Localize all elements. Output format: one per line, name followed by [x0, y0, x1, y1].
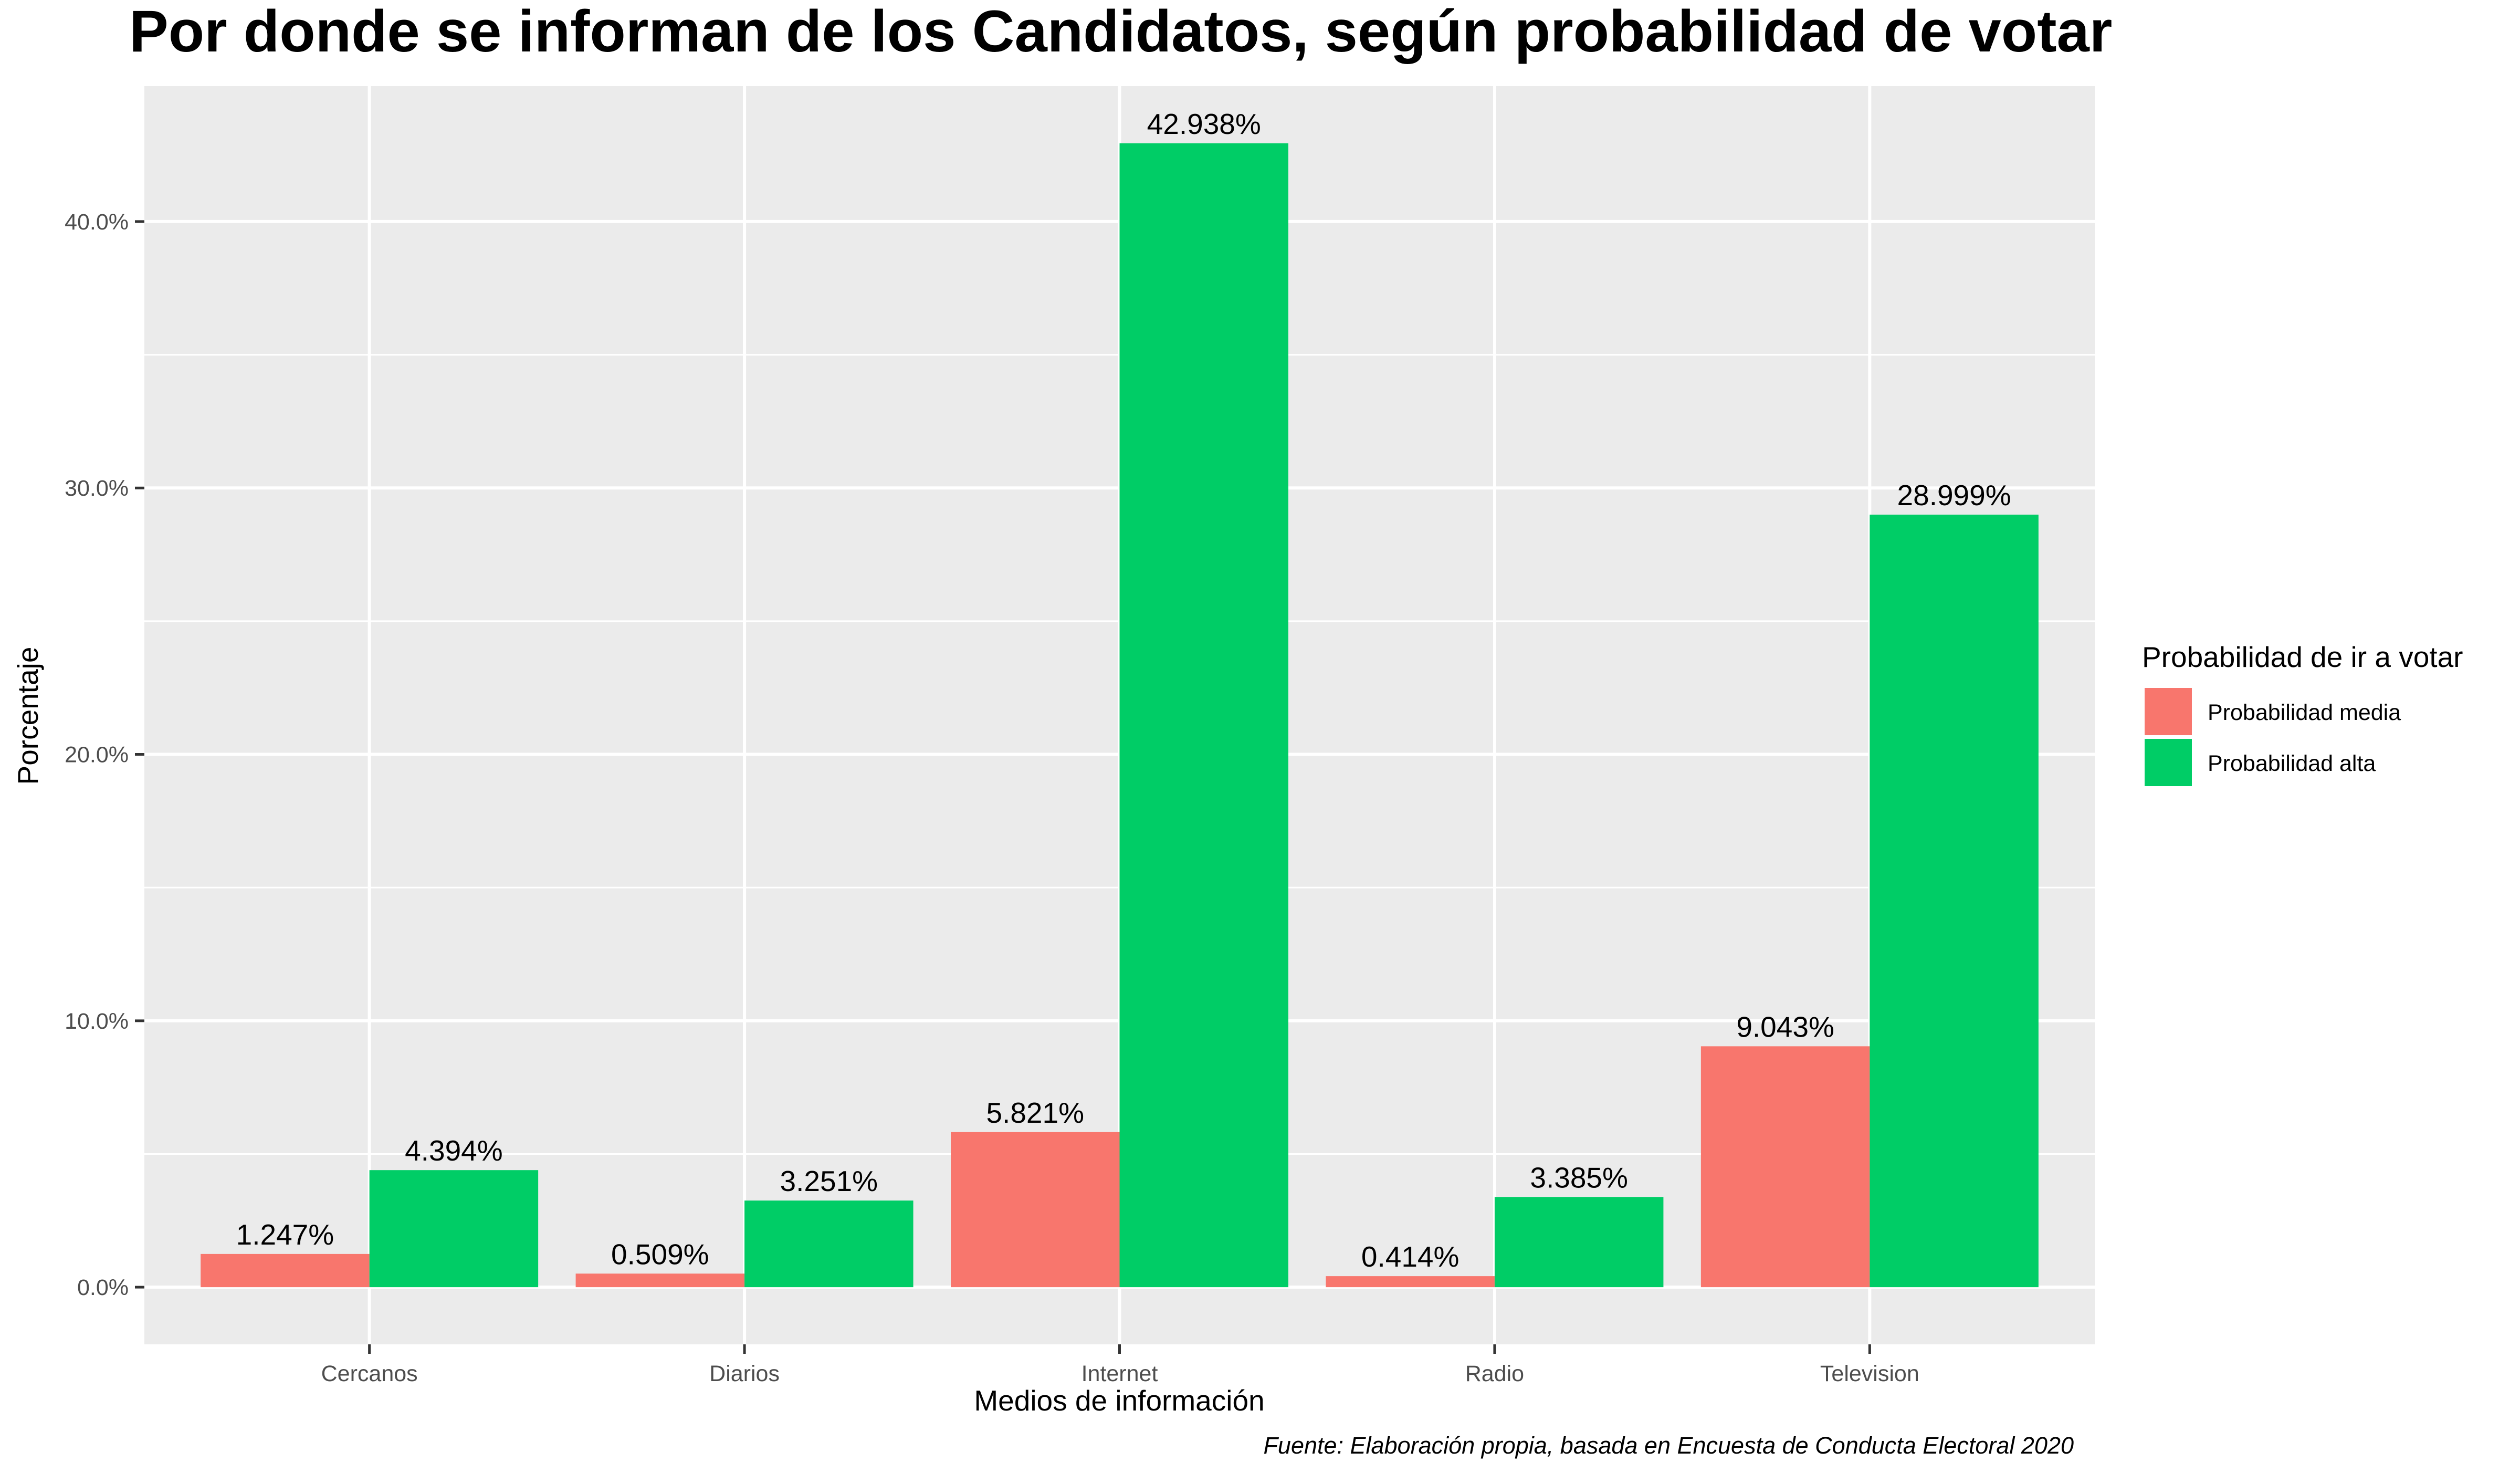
bar-data-label: 1.247% [236, 1218, 334, 1251]
legend: Probabilidad de ir a votar Probabilidad … [2142, 641, 2463, 786]
bars [201, 143, 2039, 1288]
bar [1494, 1197, 1664, 1288]
bar-data-label: 4.394% [405, 1134, 503, 1167]
bar [1119, 143, 1288, 1288]
x-tick-label: Diarios [709, 1361, 780, 1386]
bar [1870, 514, 2039, 1288]
x-tick-label: Television [1820, 1361, 1919, 1386]
x-tick-label: Radio [1465, 1361, 1524, 1386]
data-labels: 1.247% 0.509% 5.821% 0.414% 9.043% 4.394% 3.25… [236, 108, 2011, 1273]
bar [575, 1273, 745, 1288]
y-tick-label: 40.0% [65, 210, 129, 235]
y-tick-label: 30.0% [65, 476, 129, 501]
legend-label: Probabilidad media [2208, 700, 2401, 725]
bar [1326, 1276, 1495, 1288]
bar-data-label: 5.821% [986, 1096, 1084, 1129]
y-tick-label: 0.0% [77, 1275, 129, 1300]
legend-label: Probabilidad alta [2208, 751, 2376, 776]
chart-caption: Fuente: Elaboración propia, basada en En… [1263, 1432, 2074, 1459]
chart-title: Por donde se informan de los Candidatos,… [129, 0, 2112, 64]
y-tick-label: 10.0% [65, 1009, 129, 1034]
y-axis: 0.0% 10.0% 20.0% 30.0% 40.0% [65, 210, 144, 1300]
bar [744, 1200, 914, 1288]
x-tick-label: Internet [1082, 1361, 1158, 1386]
bar-data-label: 0.414% [1361, 1240, 1460, 1273]
bar-data-label: 9.043% [1736, 1010, 1834, 1043]
bar [951, 1132, 1120, 1288]
bar-data-label: 3.251% [780, 1165, 878, 1197]
x-axis: Cercanos Diarios Internet Radio Television [321, 1344, 1919, 1386]
legend-items: Probabilidad media Probabilidad alta [2145, 688, 2401, 786]
bar-data-label: 28.999% [1897, 479, 2011, 511]
x-axis-title: Medios de información [974, 1384, 1264, 1417]
bar [201, 1253, 370, 1288]
legend-title: Probabilidad de ir a votar [2142, 641, 2463, 673]
y-axis-title: Porcentaje [12, 647, 44, 785]
bar [1700, 1046, 1870, 1288]
bar-data-label: 0.509% [611, 1238, 709, 1270]
legend-swatch [2145, 688, 2192, 735]
legend-swatch [2145, 739, 2192, 786]
bar-data-label: 42.938% [1147, 108, 1261, 140]
x-tick-label: Cercanos [321, 1361, 418, 1386]
bar-data-label: 3.385% [1530, 1161, 1628, 1194]
y-tick-label: 20.0% [65, 743, 129, 768]
bar [369, 1170, 539, 1288]
